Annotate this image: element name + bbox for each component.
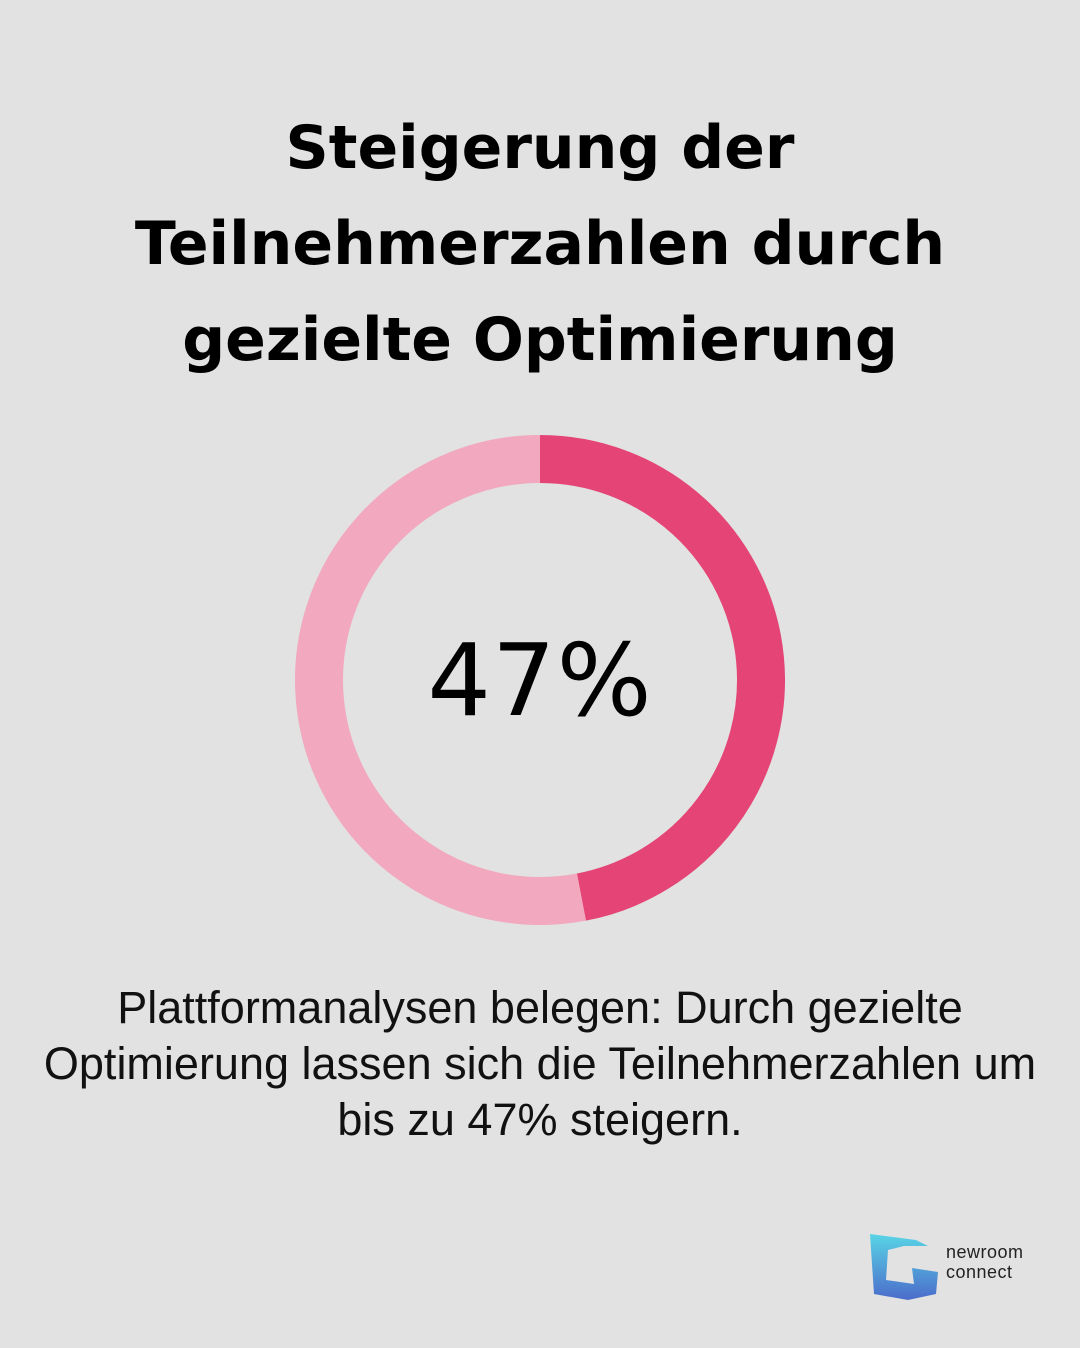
donut-slice-remainder <box>295 435 586 925</box>
newroom-logo-icon <box>870 1234 938 1300</box>
logo-line2: connect <box>946 1262 1013 1282</box>
donut-svg <box>295 435 785 925</box>
description-text: Plattformanalysen belegen: Durch gezielt… <box>43 982 1037 1145</box>
donut-center-label: 47% <box>427 621 653 739</box>
logo-wordmark: newroom connect <box>946 1242 1024 1282</box>
donut-slice-highlight <box>539 435 785 921</box>
page-title: Steigerung der Teilnehmerzahlen durch ge… <box>134 113 946 375</box>
donut-chart: 47% <box>295 435 785 925</box>
brand-logo: newroom connect <box>868 1232 1048 1302</box>
logo-line1: newroom <box>946 1242 1024 1262</box>
